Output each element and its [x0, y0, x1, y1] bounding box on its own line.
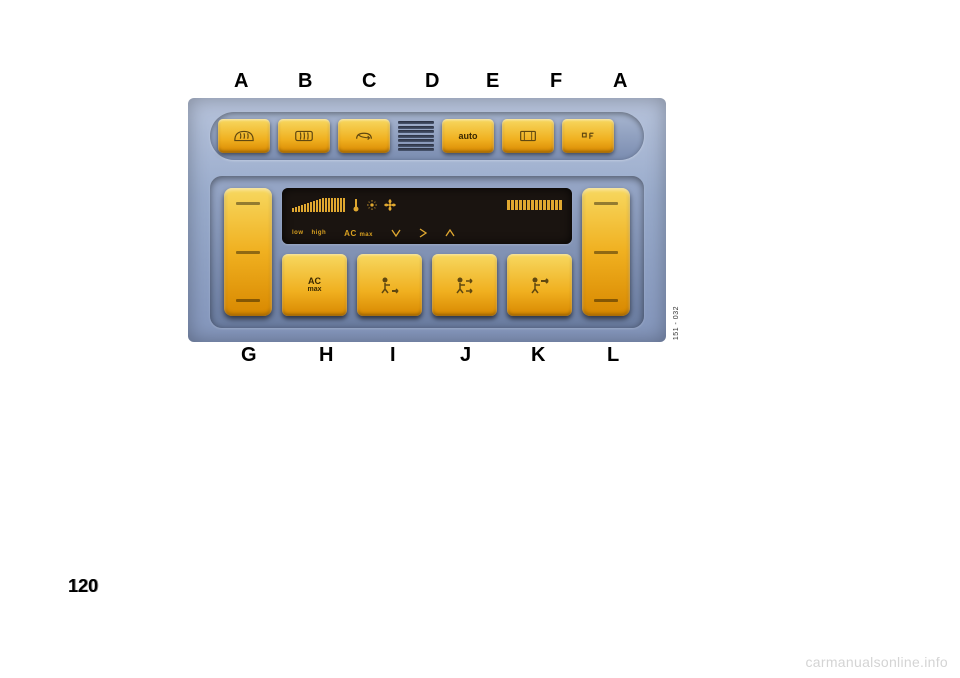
low-label: low [292, 230, 304, 236]
temperature-rocker-left[interactable] [224, 188, 272, 316]
fan-icon [383, 198, 397, 212]
ac-max-line2: max [307, 286, 321, 293]
auto-btn[interactable]: auto [442, 119, 494, 153]
thermometer-icon [351, 198, 361, 212]
sensor-grille [398, 119, 434, 153]
watermark: carmanualsonline.info [806, 654, 949, 670]
label-I: I [390, 344, 396, 367]
up-indicator-icon [445, 229, 455, 237]
label-C: C [362, 70, 376, 93]
label-A-right: A [613, 70, 627, 93]
ac-max-line1: AC [308, 277, 321, 286]
sun-icon [367, 200, 377, 210]
rocker-up-mark [594, 202, 618, 205]
rocker-up-mark [236, 202, 260, 205]
lcd-display: low high AC max [282, 188, 572, 244]
center-module: low high AC max AC max [210, 176, 644, 328]
bottom-labels-row: G H I J K L [188, 344, 666, 370]
blower-rocker-right[interactable] [582, 188, 630, 316]
off-icon [577, 127, 599, 145]
climate-control-figure: A B C D E F A [188, 70, 666, 370]
label-H: H [319, 344, 333, 367]
foot-indicator-icon [391, 229, 401, 237]
rocker-down-mark [236, 299, 260, 302]
air-foot-btn[interactable] [357, 254, 422, 316]
face-indicator-icon [419, 228, 427, 238]
defrost-rear-btn[interactable] [278, 119, 330, 153]
label-B: B [298, 70, 312, 93]
label-K: K [531, 344, 545, 367]
ac-indicator: AC max [344, 229, 373, 238]
rocker-mid-mark [594, 251, 618, 254]
high-label: high [312, 230, 327, 236]
center-column: low high AC max AC max [282, 188, 572, 316]
air-foot-icon [378, 275, 402, 295]
recirculate-icon [353, 127, 375, 145]
label-A-left: A [234, 70, 248, 93]
label-E: E [486, 70, 499, 93]
label-G: G [241, 344, 257, 367]
rocker-mid-mark [236, 251, 260, 254]
display-row-1 [292, 194, 562, 216]
defrost-windshield-icon [233, 127, 255, 145]
ac-max-btn[interactable]: AC max [282, 254, 347, 316]
bottom-button-row: AC max [282, 254, 572, 316]
figure-code: 151 - 032 [673, 306, 680, 340]
defrost-rear-icon [293, 127, 315, 145]
air-face-foot-btn[interactable] [432, 254, 497, 316]
label-L: L [607, 344, 619, 367]
top-button-strip: auto [210, 112, 644, 160]
rocker-down-mark [594, 299, 618, 302]
page-number: 120 [68, 576, 98, 597]
air-face-icon [528, 275, 552, 295]
air-face-btn[interactable] [507, 254, 572, 316]
page: A B C D E F A [0, 0, 960, 678]
defrost-windshield-btn[interactable] [218, 119, 270, 153]
climate-control-panel: auto [188, 98, 666, 342]
recirculate-btn[interactable] [338, 119, 390, 153]
label-D: D [425, 70, 439, 93]
temp-bar-gauge [292, 198, 345, 212]
rear-ac-btn[interactable] [502, 119, 554, 153]
label-J: J [460, 344, 471, 367]
label-F: F [550, 70, 562, 93]
off-btn[interactable] [562, 119, 614, 153]
blower-bar-gauge [507, 200, 562, 210]
display-row-2: low high AC max [292, 228, 562, 238]
rear-ac-icon [517, 127, 539, 145]
auto-label: auto [459, 131, 478, 141]
air-face-foot-icon [453, 275, 477, 295]
top-labels-row: A B C D E F A [188, 70, 666, 98]
